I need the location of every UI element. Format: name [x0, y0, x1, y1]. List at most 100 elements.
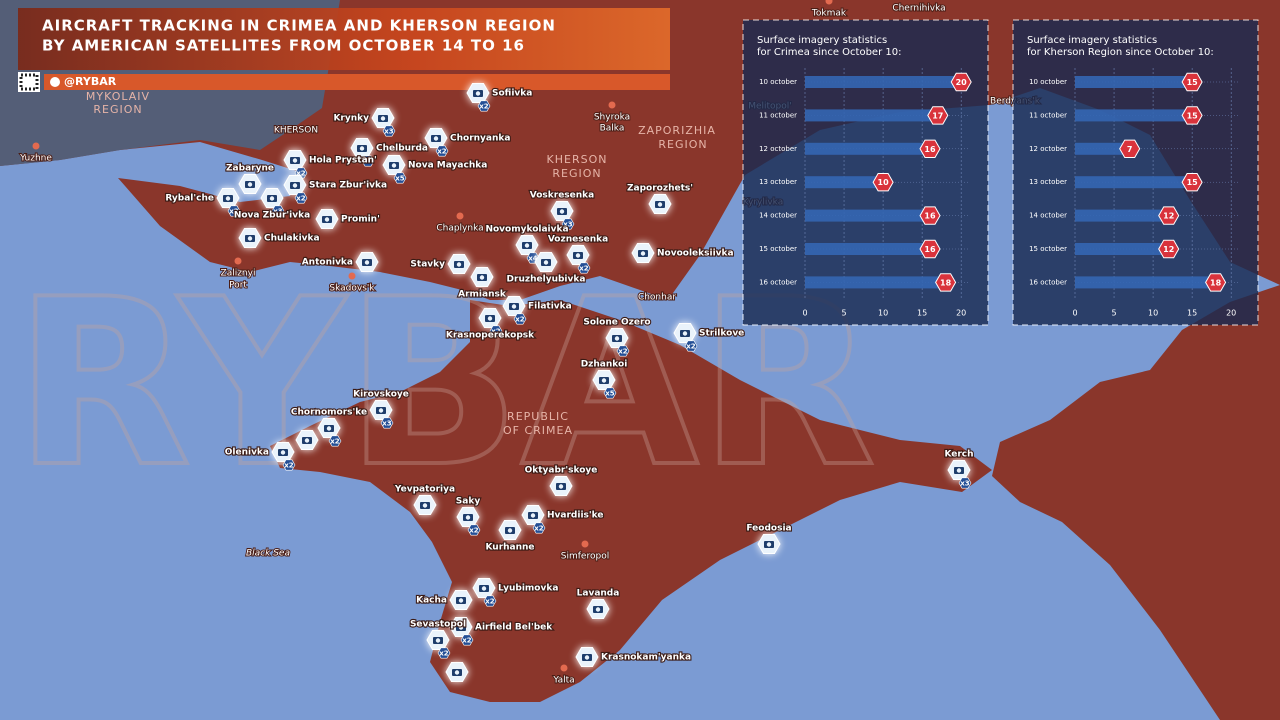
camera-lens: [364, 260, 370, 265]
bar: [805, 176, 884, 189]
place-label: Filativka: [528, 302, 572, 312]
place-label: Nova Zbur'ivka: [234, 211, 310, 221]
badge-hex: [577, 262, 591, 274]
camera-lens: [481, 586, 487, 591]
camera-lens: [391, 163, 397, 168]
camera-lens: [454, 670, 460, 675]
city-pin: [825, 0, 833, 5]
title-box: [18, 8, 670, 70]
camera-lens: [640, 251, 646, 256]
camera-lens: [575, 253, 581, 258]
place-label: Kerch: [944, 450, 973, 460]
badge-label: x2: [686, 343, 696, 351]
camera-lens: [479, 275, 485, 280]
badge-hex: [513, 313, 527, 325]
place-label: Armiansk: [458, 290, 507, 300]
camera-marker: [550, 201, 574, 221]
region-label: MYKOLAIV: [86, 90, 150, 103]
value-label: 12: [1163, 212, 1174, 221]
value-label: 15: [1187, 178, 1199, 187]
camera-marker: [592, 370, 616, 390]
city-label: Chaplynka: [436, 224, 483, 234]
camera-marker: [382, 155, 406, 175]
place-label: Solone Ozero: [583, 318, 650, 328]
camera-lens: [465, 515, 471, 520]
value-hex: [1158, 239, 1180, 259]
camera-lens: [433, 136, 439, 141]
badge-label: x2: [296, 195, 306, 203]
place-label: Stara Zbur'ivka: [309, 181, 387, 191]
place-label: Novomykolaivka: [485, 225, 568, 235]
camera-lens: [530, 513, 536, 518]
place-label: Novooleksiivka: [657, 249, 734, 259]
place-label: Krasnokam'yanka: [601, 653, 691, 663]
camera-marker: [238, 228, 262, 248]
place-label: Chelburda: [376, 144, 428, 154]
badge-label: x3: [563, 221, 573, 229]
x-tick-label: 10: [1148, 309, 1158, 318]
badge-label: x2: [515, 316, 525, 324]
badge-label: x2: [296, 170, 306, 178]
value-hex: [935, 273, 957, 292]
camera-lens: [458, 625, 464, 630]
category-label: 14 october: [1029, 212, 1067, 220]
city-label: Chernihivka: [892, 4, 945, 14]
camera-lens: [614, 336, 620, 341]
city-label: Yalta: [552, 676, 574, 686]
city-label: Skadovs'k: [329, 284, 375, 294]
camera-marker: [549, 476, 573, 496]
x-tick-label: 10: [878, 309, 888, 318]
camera-lens: [435, 638, 441, 643]
value-label: 18: [940, 278, 952, 287]
bar: [805, 76, 962, 88]
x-tick-label: 5: [1112, 309, 1117, 318]
city-label: Tokmak: [811, 9, 847, 19]
place-label: Kurhanne: [485, 543, 534, 553]
badge-label: x2: [491, 328, 501, 336]
camera-lens: [359, 146, 365, 151]
badge-hex: [489, 325, 503, 337]
brand-bar: [44, 74, 670, 90]
value-label: 7: [1127, 145, 1133, 154]
x-tick-label: 15: [1187, 309, 1197, 318]
place-label: Airfield Bel'bek: [475, 623, 553, 633]
camera-marker: [757, 534, 781, 554]
region-label: KHERSON: [547, 153, 608, 166]
camera-lens: [584, 655, 590, 660]
title-line: BY AMERICAN SATELLITES FROM OCTOBER 14 T…: [42, 37, 525, 55]
badge-hex: [460, 634, 474, 646]
value-label: 16: [924, 145, 936, 154]
x-tick-label: 20: [1226, 309, 1236, 318]
place-label: Kacha: [416, 596, 447, 606]
place-label: Lavanda: [577, 589, 620, 599]
place-label: Strilkove: [699, 329, 744, 339]
camera-marker: [472, 578, 496, 598]
place-label: Oktyabr'skoye: [525, 466, 598, 476]
category-label: 10 october: [1029, 78, 1067, 86]
camera-lens: [247, 182, 253, 187]
city-pin: [608, 101, 616, 109]
badge-hex: [684, 340, 698, 352]
city-label: Zaliznyi: [221, 269, 256, 279]
camera-lens: [524, 243, 530, 248]
category-label: 16 october: [759, 278, 797, 286]
badge-label: x2: [439, 650, 449, 658]
bar: [1075, 276, 1216, 289]
camera-marker: [648, 194, 672, 214]
category-label: 15 october: [759, 245, 797, 253]
camera-marker: [449, 617, 473, 637]
badge-label: x2: [284, 462, 294, 470]
place-label: Zabaryne: [226, 164, 274, 174]
badge-label: x2: [469, 527, 479, 535]
badge-label: x2: [485, 598, 495, 606]
region-label: OF CRIMEA: [503, 424, 573, 437]
place-label: Rybal'che: [165, 194, 214, 204]
badge-hex: [958, 477, 972, 489]
camera-marker: [283, 150, 307, 170]
bar: [1075, 76, 1193, 88]
badge-label: x4: [528, 255, 538, 263]
city-label: Simferopol: [561, 552, 609, 562]
telegram-icon: [50, 77, 60, 87]
chart-title: for Kherson Region since October 10:: [1027, 47, 1214, 58]
place-label: Dzhankoi: [581, 360, 628, 370]
